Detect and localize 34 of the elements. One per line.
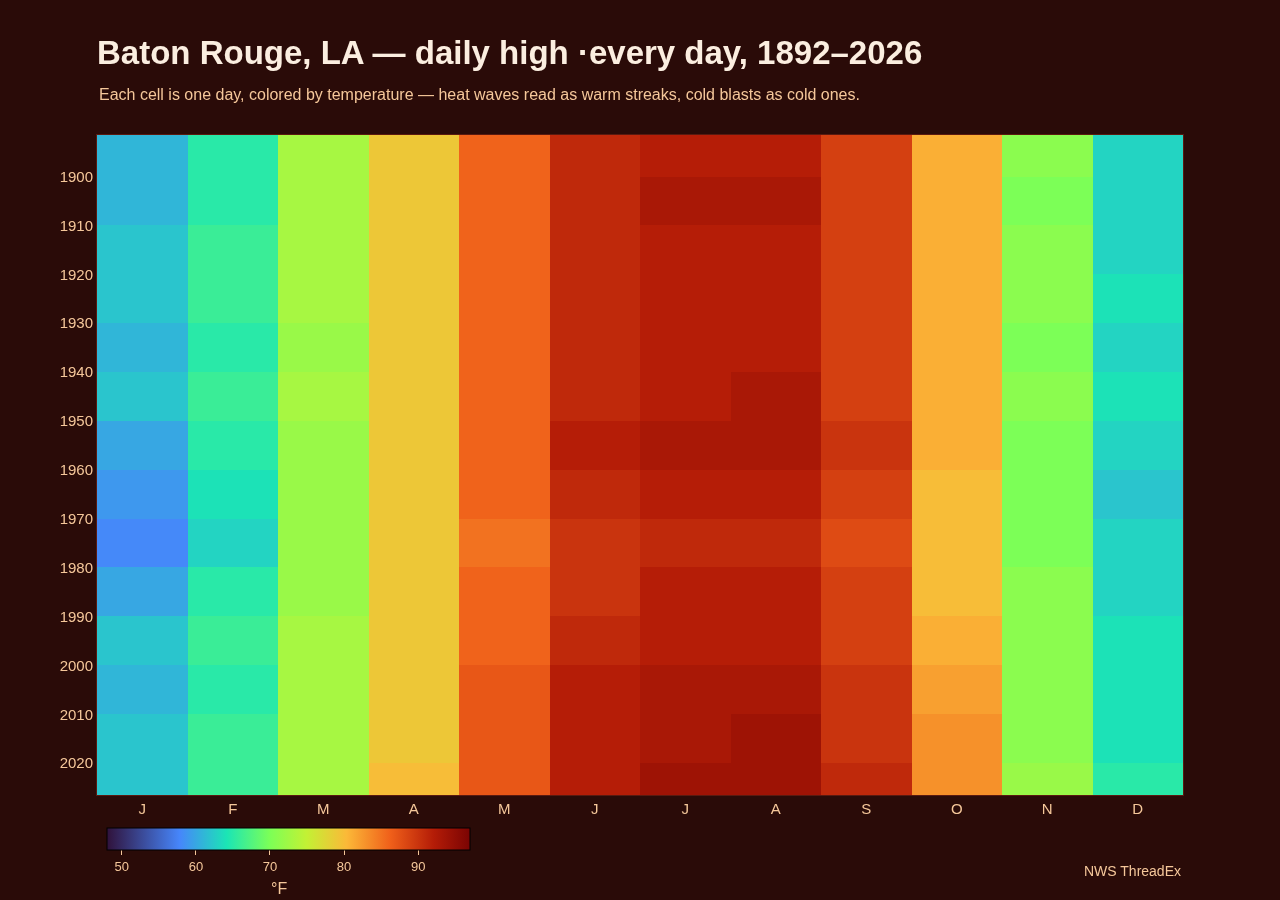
chart-title: Baton Rouge, LA — daily high ·every day, 1892–2026 bbox=[97, 33, 923, 71]
chart-subtitle: Each cell is one day, colored by temperature — heat waves read as warm streaks, cold blasts as cold ones. bbox=[99, 86, 860, 103]
x-tick-label: J bbox=[591, 800, 599, 817]
y-tick-label: 2000 bbox=[59, 656, 93, 674]
y-tick-label: 2020 bbox=[59, 754, 93, 772]
x-tick-label: D bbox=[1132, 800, 1144, 817]
x-tick-label: F bbox=[228, 800, 238, 817]
y-tick-label: 1950 bbox=[59, 412, 93, 430]
color-bar-label: 60 bbox=[188, 858, 204, 874]
y-tick-label: 1960 bbox=[59, 461, 93, 479]
y-tick-label: 1930 bbox=[59, 314, 93, 332]
y-tick-label: 2010 bbox=[59, 705, 93, 723]
color-bar-title: °F bbox=[271, 880, 288, 897]
y-tick-label: 1900 bbox=[59, 167, 93, 185]
color-bar-label: 80 bbox=[336, 858, 352, 874]
y-tick-label: 1910 bbox=[59, 216, 93, 234]
x-tick-label: M bbox=[317, 800, 330, 817]
x-tick-label: A bbox=[408, 800, 419, 817]
x-tick-label: S bbox=[861, 800, 872, 817]
color-bar-label: 50 bbox=[114, 858, 130, 874]
y-tick-label: 1940 bbox=[59, 363, 93, 381]
text: NWS ThreadEx bbox=[1084, 863, 1181, 879]
x-tick-label: N bbox=[1041, 800, 1053, 817]
y-tick-label: 1990 bbox=[59, 607, 93, 625]
x-tick-label: J bbox=[681, 800, 689, 817]
x-tick-label: A bbox=[770, 800, 781, 817]
x-tick-label: J bbox=[138, 800, 146, 817]
x-tick-label: M bbox=[498, 800, 511, 817]
y-tick-label: 1980 bbox=[59, 558, 93, 576]
y-tick-label: 1970 bbox=[59, 510, 93, 528]
color-bar-label: 90 bbox=[410, 858, 426, 874]
x-tick-label: O bbox=[950, 800, 963, 817]
color-bar-label: 70 bbox=[262, 858, 278, 874]
y-tick-label: 1920 bbox=[59, 265, 93, 283]
